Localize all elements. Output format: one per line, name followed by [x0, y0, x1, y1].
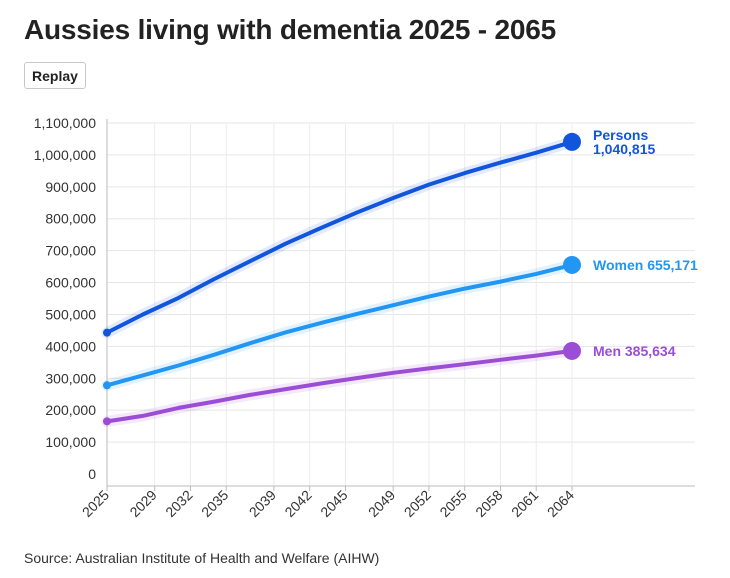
x-tick-label: 2064	[544, 487, 577, 520]
x-tick-label: 2025	[79, 487, 112, 520]
x-tick-label: 2042	[281, 487, 314, 520]
y-tick-label: 500,000	[45, 306, 96, 322]
series-band-persons	[101, 136, 578, 339]
y-tick-label: 400,000	[45, 338, 96, 354]
x-tick-label: 2035	[198, 487, 231, 520]
series-value-persons: 1,040,815	[593, 141, 655, 157]
y-tick-label: 1,100,000	[34, 115, 96, 131]
series-end-point-women	[563, 255, 581, 274]
series-line-persons	[105, 139, 574, 335]
y-tick-label: 0	[88, 466, 96, 482]
y-tick-label: 600,000	[45, 275, 96, 291]
replay-button[interactable]: Replay	[24, 62, 86, 89]
y-tick-label: 800,000	[45, 211, 96, 227]
y-tick-label: 200,000	[45, 402, 96, 418]
series-end-point-men	[563, 341, 581, 360]
chart-title: Aussies living with dementia 2025 - 2065	[24, 14, 556, 45]
y-tick-label: 300,000	[45, 370, 96, 386]
series-start-point-men	[103, 417, 111, 426]
y-tick-label: 1,000,000	[34, 147, 96, 163]
x-tick-label: 2058	[472, 487, 505, 520]
series-line-men	[105, 348, 574, 424]
x-tick-label: 2061	[508, 487, 541, 520]
series-label-persons: Persons	[593, 127, 648, 143]
x-tick-label: 2039	[246, 487, 279, 520]
x-tick-label: 2049	[365, 487, 398, 520]
grid-lines	[106, 122, 695, 486]
series-end-point-persons	[563, 132, 581, 151]
x-axis-ticks: 2025 2029 2032 2035 2039 2042 2045 2049 2052 2055…	[79, 486, 577, 520]
x-tick-label: 2055	[436, 487, 469, 520]
x-tick-label: 2032	[162, 487, 195, 520]
series-lines	[101, 132, 581, 427]
source-note: Source: Australian Institute of Health a…	[24, 550, 380, 566]
x-tick-label: 2029	[126, 487, 159, 520]
series-start-point-persons	[103, 328, 111, 337]
y-tick-label: 700,000	[45, 243, 96, 259]
y-axis-ticks: 0 100,000 200,000 300,000 400,000 500,000 600,…	[34, 115, 97, 482]
series-label-men: Men 385,634	[593, 343, 676, 359]
series-start-point-women	[103, 381, 111, 390]
x-tick-label: 2045	[317, 487, 350, 520]
series-line-women	[105, 262, 574, 388]
y-tick-label: 900,000	[45, 179, 96, 195]
y-tick-label: 100,000	[45, 434, 96, 450]
x-tick-label: 2052	[401, 487, 434, 520]
series-label-women: Women 655,171	[593, 257, 698, 273]
